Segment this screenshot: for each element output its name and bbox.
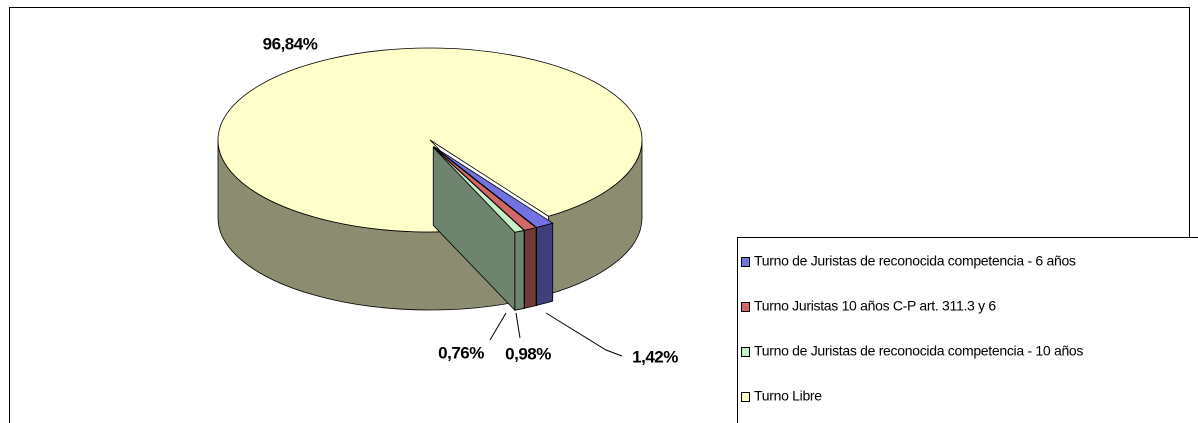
leader-line <box>545 312 623 357</box>
legend-swatch <box>741 257 750 267</box>
pie-side <box>536 222 554 306</box>
legend-items: Turno de Juristas de reconocida competen… <box>741 253 1084 404</box>
legend-label: Turno de Juristas de reconocida competen… <box>754 253 1076 269</box>
value-label: 0,76% <box>438 343 484 362</box>
legend-swatch <box>741 347 750 357</box>
pie <box>217 47 643 312</box>
legend-label: Turno Libre <box>754 388 822 404</box>
pie-slice <box>217 47 643 233</box>
value-label: 1,42% <box>632 347 678 366</box>
legend-label: Turno Juristas 10 años C-P art. 311.3 y … <box>754 298 996 314</box>
value-label: 96,84% <box>263 34 318 53</box>
leader-line <box>489 312 507 341</box>
legend-swatch <box>741 302 750 312</box>
leader-line <box>515 312 521 339</box>
legend-swatch <box>741 392 750 402</box>
pie-slice <box>432 147 525 233</box>
legend-label: Turno de Juristas de reconocida competen… <box>754 343 1083 359</box>
value-label: 0,98% <box>505 344 551 363</box>
pie-side <box>524 227 537 309</box>
pie-slice <box>433 146 554 228</box>
legend <box>737 237 1198 423</box>
pie-side <box>514 229 525 311</box>
